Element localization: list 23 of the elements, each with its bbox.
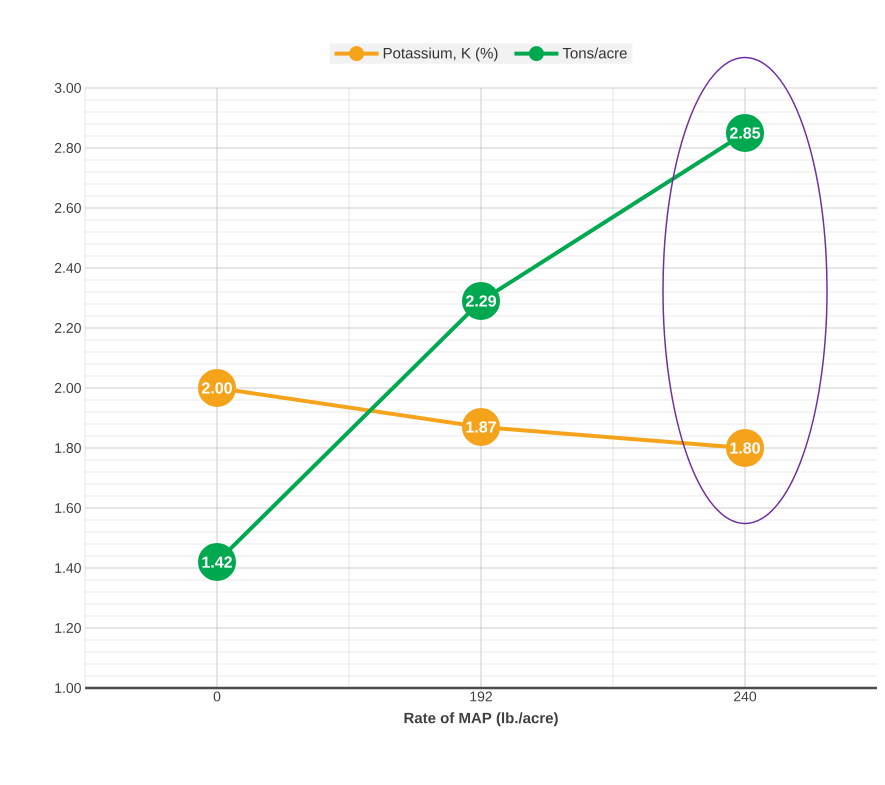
- x-axis-title: Rate of MAP (lb./acre): [404, 712, 558, 726]
- y-tick-label: 2.60: [54, 203, 81, 213]
- y-tick-label: 1.60: [55, 503, 81, 513]
- y-tick-label: 2.80: [54, 143, 81, 153]
- data-label: 2.00: [202, 382, 232, 394]
- y-tick-label: 2.00: [54, 383, 81, 393]
- data-label: 1.42: [202, 556, 232, 568]
- data-label: 2.85: [730, 127, 760, 139]
- x-tick-label: 240: [734, 692, 756, 702]
- data-label: 2.29: [466, 295, 496, 307]
- y-tick-label: 1.00: [55, 683, 81, 693]
- y-tick-label: 1.40: [55, 563, 81, 573]
- y-tick-label: 3.00: [54, 83, 81, 93]
- x-tick-label: 192: [470, 692, 492, 702]
- data-label: 1.87: [466, 421, 496, 433]
- legend-label: Potassium, K (%): [384, 47, 498, 62]
- y-tick-label: 1.80: [55, 443, 81, 453]
- y-tick-label: 2.40: [54, 263, 81, 273]
- y-tick-label: 1.20: [55, 623, 81, 633]
- legend-label: Tons/acre: [562, 47, 627, 58]
- x-tick-label: 0: [214, 692, 220, 702]
- data-label: 1.80: [730, 442, 760, 454]
- y-tick-label: 2.20: [54, 323, 81, 333]
